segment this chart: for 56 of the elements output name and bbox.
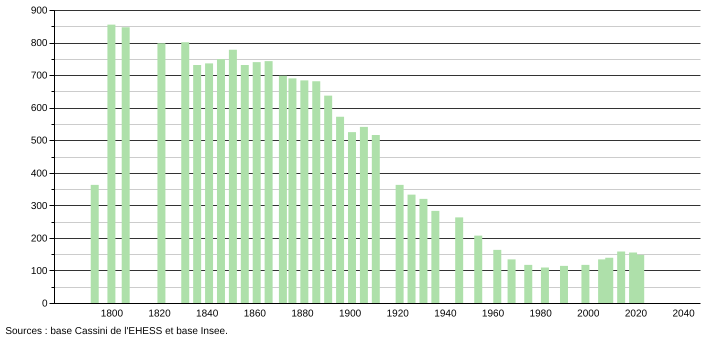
bar	[372, 135, 380, 303]
bar	[324, 96, 332, 303]
bar	[419, 198, 428, 303]
x-tick-label: 1800	[100, 308, 124, 320]
bar	[312, 81, 320, 303]
y-tick-label: 300	[30, 200, 48, 212]
bar	[122, 27, 130, 303]
bar	[408, 194, 416, 303]
y-tick-label: 900	[30, 6, 48, 16]
bar	[216, 59, 225, 303]
bar	[455, 217, 464, 303]
bar	[157, 43, 166, 303]
bar	[508, 259, 516, 303]
x-tick-label: 1940	[434, 308, 457, 320]
bar	[181, 42, 190, 303]
x-tick-label: 2040	[672, 308, 696, 320]
x-tick-label: 2020	[624, 308, 648, 320]
bar	[360, 126, 368, 303]
bar	[336, 116, 344, 303]
bar	[474, 236, 482, 303]
x-tick-label: 1880	[291, 308, 314, 320]
y-tick-label: 0	[42, 298, 48, 310]
x-tick-label: 1960	[482, 308, 505, 320]
bar	[581, 264, 590, 303]
x-tick-label: 2000	[577, 308, 600, 320]
x-tick-label: 1980	[530, 308, 552, 320]
x-tick-label: 1820	[148, 308, 172, 320]
x-tick-label: 1840	[196, 308, 219, 320]
bar	[107, 24, 116, 303]
source-note: Sources : base Cassini de l'EHESS et base Insee.	[5, 326, 228, 337]
y-tick-label: 400	[30, 168, 48, 180]
bar	[524, 264, 532, 303]
bar	[396, 184, 404, 303]
bar	[431, 210, 440, 303]
bar	[264, 61, 273, 303]
bar	[348, 132, 356, 303]
x-tick-label: 1920	[386, 308, 410, 320]
bar	[90, 184, 99, 303]
y-tick-label: 100	[30, 266, 48, 277]
bar	[540, 268, 549, 303]
x-tick-label: 1860	[244, 308, 266, 320]
y-tick-label: 800	[30, 38, 48, 50]
y-tick-label: 700	[30, 70, 48, 82]
bar	[617, 252, 626, 303]
bar	[240, 65, 249, 303]
bar	[300, 80, 308, 303]
y-tick-label: 500	[30, 136, 48, 147]
bar	[252, 62, 261, 303]
bar	[193, 65, 202, 303]
bar	[205, 63, 214, 303]
bar	[560, 266, 568, 303]
x-tick-label: 1900	[338, 308, 362, 320]
y-tick-label: 200	[30, 233, 48, 244]
bar	[493, 250, 502, 303]
y-tick-label: 600	[30, 103, 48, 114]
bar	[228, 50, 237, 303]
